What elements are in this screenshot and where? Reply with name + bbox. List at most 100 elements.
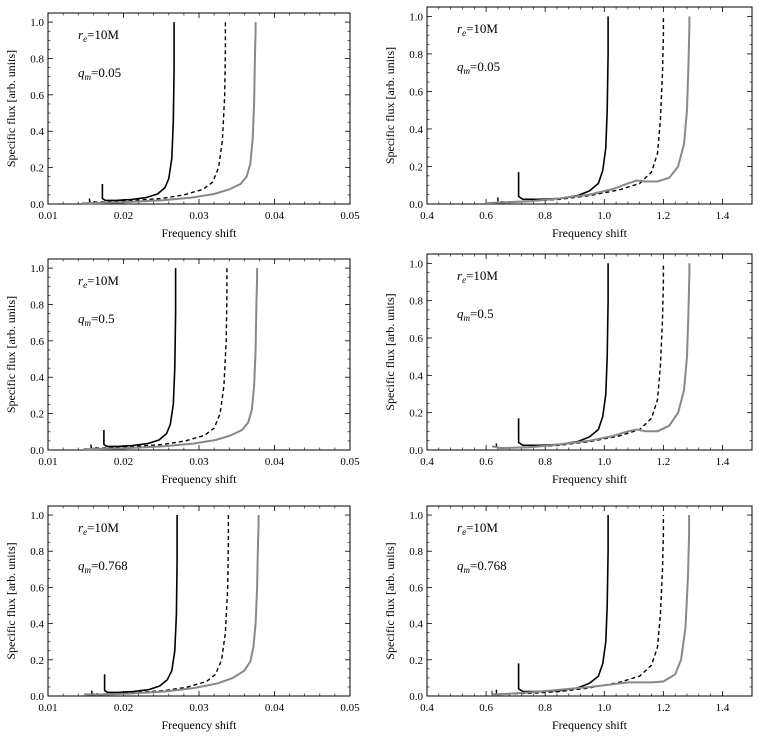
- series-line-solid-black: [517, 16, 609, 201]
- x-tick-label: 0.03: [189, 456, 209, 468]
- x-tick-label: 0.03: [189, 702, 209, 714]
- y-axis-label: Specific flux [arb. units]: [4, 50, 18, 167]
- series-line-dashed-black: [88, 22, 227, 203]
- y-axis-label: Specific flux [arb. units]: [4, 296, 18, 413]
- x-axis-label: Frequency shift: [552, 718, 628, 732]
- x-tick-label: 1.2: [656, 210, 670, 222]
- y-tick-label: 0.6: [409, 86, 423, 98]
- x-axis-label: Frequency shift: [552, 472, 628, 486]
- y-tick-label: 0.0: [30, 691, 44, 703]
- chart-panel-5: 0.01 0.02 0.03 0.04 0.05 0.0 0.2 0.4 0.6 0.8 1.0 Fr…: [4, 505, 360, 732]
- y-axis-label: Specific flux [arb. units]: [383, 542, 397, 659]
- x-tick-label: 1.4: [716, 456, 730, 468]
- series-line-solid-gray: [84, 515, 260, 696]
- y-tick-label: 1.0: [409, 258, 423, 270]
- y-tick-label: 0.2: [409, 161, 423, 173]
- y-tick-label: 0.4: [30, 619, 44, 631]
- x-tick-label: 0.01: [38, 456, 57, 468]
- y-tick-label: 0.8: [30, 299, 44, 311]
- x-tick-label: 0.02: [114, 702, 133, 714]
- x-tick-label: 0.04: [265, 456, 285, 468]
- y-tick-label: 1.0: [409, 11, 423, 23]
- x-tick-label: 0.01: [38, 210, 57, 222]
- x-tick-label: 0.05: [340, 456, 360, 468]
- x-axis-label: Frequency shift: [162, 226, 238, 240]
- y-tick-label: 0.6: [30, 90, 44, 102]
- x-tick-label: 1.2: [656, 456, 670, 468]
- series-line-dashed-black: [91, 515, 230, 695]
- y-tick-label: 0.2: [30, 409, 44, 421]
- y-tick-label: 0.2: [409, 408, 423, 420]
- y-tick-label: 0.4: [30, 126, 44, 138]
- series-line-dashed-black: [497, 16, 665, 203]
- chart-panel-6: 0.4 0.6 0.8 1.0 1.2 1.4 0.0 0.2 0.4 0.6 0.8 1.0 Freq…: [383, 505, 753, 732]
- chart-panel-3: 0.01 0.02 0.03 0.04 0.05 0.0 0.2 0.4 0.6 0.8 1.0 Fr…: [4, 258, 360, 486]
- y-tick-label: 0.4: [409, 619, 423, 631]
- series-line-dashed-black: [495, 515, 665, 695]
- annotation-radius: re=10M: [457, 268, 498, 285]
- x-tick-label: 0.04: [265, 210, 285, 222]
- x-tick-label: 0.4: [420, 210, 434, 222]
- y-tick-label: 0.0: [30, 199, 44, 211]
- y-tick-label: 0.6: [30, 336, 44, 348]
- series-line-dashed-black: [90, 268, 228, 449]
- series-line-solid-gray: [491, 263, 691, 450]
- y-tick-label: 0.8: [30, 53, 44, 65]
- annotation-charge: qm=0.5: [457, 306, 494, 323]
- x-tick-label: 1.4: [716, 210, 730, 222]
- y-tick-label: 0.2: [409, 655, 423, 667]
- y-tick-label: 0.8: [409, 296, 423, 308]
- x-axis-label: Frequency shift: [552, 226, 628, 240]
- y-tick-label: 0.6: [30, 582, 44, 594]
- x-tick-label: 0.04: [265, 702, 285, 714]
- series-line-solid-gray: [82, 22, 257, 205]
- series-line-solid-black: [103, 268, 177, 448]
- x-tick-label: 0.6: [479, 456, 493, 468]
- chart-panel-1: 0.01 0.02 0.03 0.04 0.05 0.0 0.2 0.4 0.6 0.8 1.0 Fr…: [4, 12, 360, 240]
- y-tick-label: 0.8: [409, 49, 423, 61]
- y-axis-label: Specific flux [arb. units]: [4, 542, 18, 659]
- y-tick-label: 0.6: [409, 333, 423, 345]
- y-tick-label: 0.8: [30, 546, 44, 558]
- series-line-solid-black: [101, 22, 175, 202]
- annotation-radius: re=10M: [457, 21, 498, 38]
- x-axis-label: Frequency shift: [162, 718, 238, 732]
- y-tick-label: 0.0: [30, 445, 44, 457]
- y-tick-label: 0.0: [409, 691, 423, 703]
- x-tick-label: 0.4: [420, 456, 434, 468]
- y-tick-label: 1.0: [30, 17, 44, 29]
- plot-frame: [426, 253, 753, 451]
- series-line-dashed-black: [495, 263, 665, 449]
- annotation-radius: re=10M: [78, 273, 119, 290]
- plot-frame: [426, 505, 753, 697]
- x-tick-label: 0.6: [479, 210, 493, 222]
- y-tick-label: 1.0: [30, 263, 44, 275]
- y-tick-label: 0.2: [30, 163, 44, 175]
- x-tick-label: 0.4: [420, 702, 434, 714]
- series-line-solid-black: [103, 515, 178, 694]
- x-tick-label: 0.02: [114, 210, 133, 222]
- plot-frame: [426, 6, 753, 205]
- series-line-solid-black: [517, 515, 609, 693]
- annotation-charge: qm=0.05: [457, 59, 500, 76]
- y-tick-label: 1.0: [30, 510, 44, 522]
- annotation-radius: re=10M: [457, 520, 498, 537]
- x-tick-label: 0.8: [538, 456, 552, 468]
- x-tick-label: 0.01: [38, 702, 57, 714]
- series-line-solid-gray: [83, 268, 259, 451]
- series-line-solid-gray: [491, 515, 691, 696]
- y-tick-label: 0.0: [409, 199, 423, 211]
- x-tick-label: 0.8: [538, 702, 552, 714]
- x-tick-label: 1.0: [597, 456, 611, 468]
- annotation-charge: qm=0.5: [78, 311, 115, 328]
- annotation-charge: qm=0.05: [78, 65, 121, 82]
- y-tick-label: 0.6: [409, 582, 423, 594]
- x-tick-label: 0.05: [340, 210, 360, 222]
- y-axis-label: Specific flux [arb. units]: [383, 293, 397, 410]
- x-axis-label: Frequency shift: [162, 472, 238, 486]
- y-tick-label: 0.0: [409, 445, 423, 457]
- x-tick-label: 0.05: [340, 702, 360, 714]
- x-tick-label: 0.6: [479, 702, 493, 714]
- x-tick-label: 0.8: [538, 210, 552, 222]
